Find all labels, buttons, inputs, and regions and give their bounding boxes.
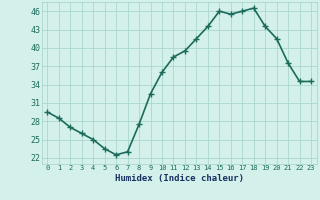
X-axis label: Humidex (Indice chaleur): Humidex (Indice chaleur) — [115, 174, 244, 183]
